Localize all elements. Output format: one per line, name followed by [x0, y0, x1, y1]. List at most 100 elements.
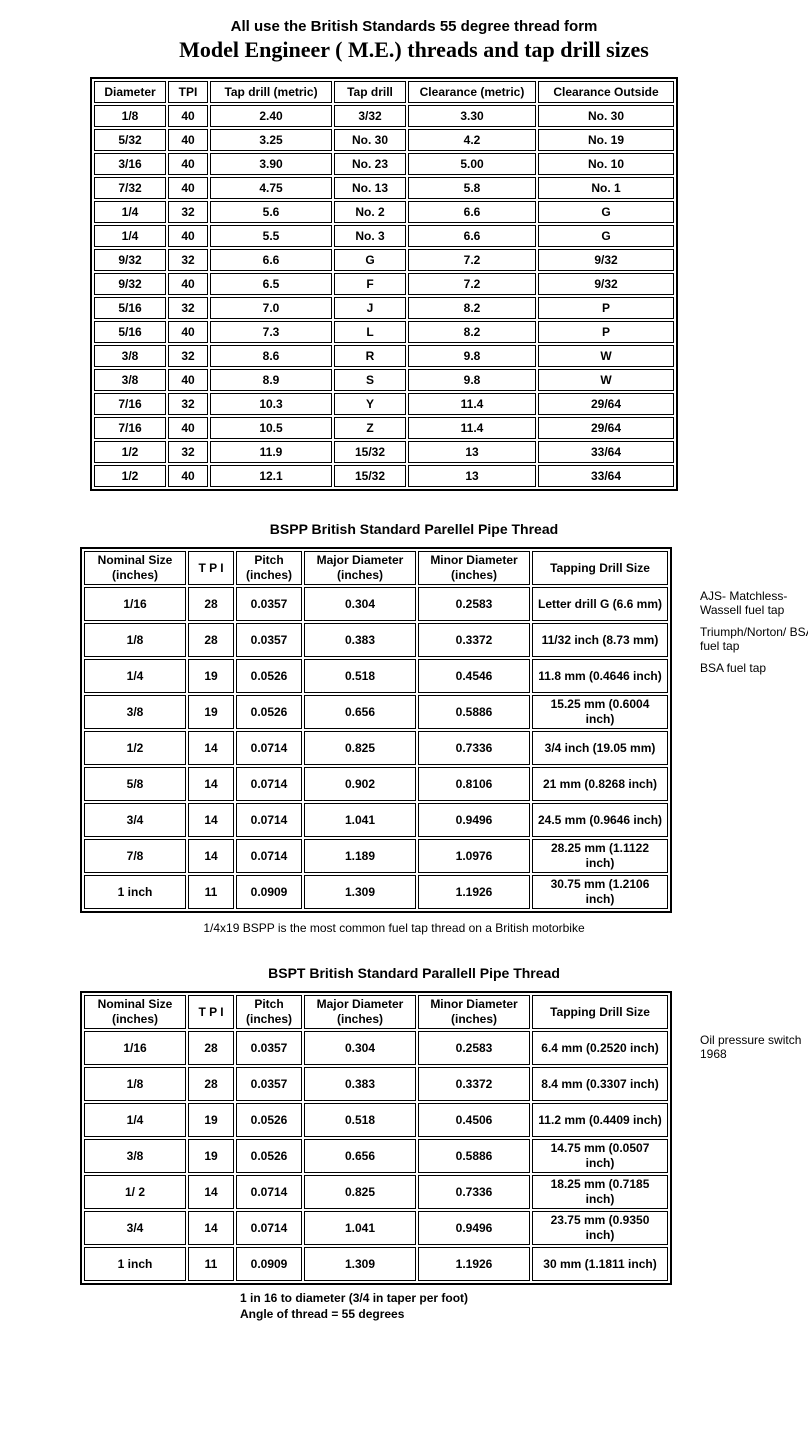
table-row: 1/23211.915/321333/64: [94, 441, 674, 463]
table-cell: 0.8106: [418, 767, 530, 801]
table-cell: 9.8: [408, 369, 536, 391]
table-cell: 5/32: [94, 129, 166, 151]
side-note: AJS- Matchless- Wassell fuel tap: [700, 589, 808, 618]
table-cell: Y: [334, 393, 406, 415]
table-cell: 0.5886: [418, 1139, 530, 1173]
table-cell: 11: [188, 875, 234, 909]
table-cell: R: [334, 345, 406, 367]
table-cell: 13: [408, 441, 536, 463]
table-cell: F: [334, 273, 406, 295]
table-cell: 3/16: [94, 153, 166, 175]
table-cell: 0.0526: [236, 659, 302, 693]
table-header: Nominal Size (inches): [84, 995, 186, 1029]
table-cell: 29/64: [538, 417, 674, 439]
bspp-table-wrap: Nominal Size (inches)T P IPitch (inches)…: [80, 547, 808, 913]
table-cell: 14: [188, 839, 234, 873]
table-cell: 0.304: [304, 1031, 416, 1065]
table-cell: 8.2: [408, 297, 536, 319]
table-cell: 0.3372: [418, 623, 530, 657]
table-row: 7/32404.75No. 135.8No. 1: [94, 177, 674, 199]
table-cell: 15.25 mm (0.6004 inch): [532, 695, 668, 729]
table-cell: 14: [188, 1175, 234, 1209]
table-cell: 11.4: [408, 393, 536, 415]
table-row: 1 inch110.09091.3091.192630.75 mm (1.210…: [84, 875, 668, 909]
table-cell: 0.902: [304, 767, 416, 801]
table-cell: 40: [168, 129, 208, 151]
table-cell: 1/ 2: [84, 1175, 186, 1209]
table-cell: 0.656: [304, 695, 416, 729]
table-cell: 7/16: [94, 393, 166, 415]
side-note: Oil pressure switch 1968: [700, 1033, 808, 1062]
table-cell: No. 19: [538, 129, 674, 151]
table-row: 1/16280.03570.3040.25836.4 mm (0.2520 in…: [84, 1031, 668, 1065]
table-cell: 3/4 inch (19.05 mm): [532, 731, 668, 765]
table-cell: 19: [188, 1139, 234, 1173]
table-cell: 11.4: [408, 417, 536, 439]
table-header: Nominal Size (inches): [84, 551, 186, 585]
table-cell: 23.75 mm (0.9350 inch): [532, 1211, 668, 1245]
table-cell: 0.0714: [236, 1211, 302, 1245]
table-cell: 40: [168, 225, 208, 247]
table-cell: 0.825: [304, 731, 416, 765]
table-header: Tap drill: [334, 81, 406, 103]
table-header: Clearance Outside: [538, 81, 674, 103]
bspt-table: Nominal Size (inches)T P IPitch (inches)…: [80, 991, 672, 1285]
table-cell: 28: [188, 623, 234, 657]
table-cell: 0.0526: [236, 695, 302, 729]
table-cell: 11.2 mm (0.4409 inch): [532, 1103, 668, 1137]
table-cell: 11.8 mm (0.4646 inch): [532, 659, 668, 693]
table-cell: 5/16: [94, 321, 166, 343]
table-cell: 1/8: [84, 1067, 186, 1101]
table-cell: 3.30: [408, 105, 536, 127]
table-cell: 9.8: [408, 345, 536, 367]
table-cell: 33/64: [538, 465, 674, 487]
table-cell: 1.0976: [418, 839, 530, 873]
table-header: Minor Diameter (inches): [418, 995, 530, 1029]
table-cell: 0.9496: [418, 1211, 530, 1245]
table-cell: 9/32: [94, 273, 166, 295]
table-cell: No. 1: [538, 177, 674, 199]
table-cell: No. 3: [334, 225, 406, 247]
table-row: 3/16403.90No. 235.00No. 10: [94, 153, 674, 175]
table-cell: G: [538, 201, 674, 223]
table-cell: 1.041: [304, 1211, 416, 1245]
table-cell: 0.383: [304, 623, 416, 657]
table-cell: 0.518: [304, 659, 416, 693]
bspp-table: Nominal Size (inches)T P IPitch (inches)…: [80, 547, 672, 913]
table-cell: 32: [168, 441, 208, 463]
table-cell: 2.40: [210, 105, 332, 127]
table-cell: 1/16: [84, 587, 186, 621]
table-header: Major Diameter (inches): [304, 551, 416, 585]
table-cell: W: [538, 345, 674, 367]
bspp-title: BSPP British Standard Parellel Pipe Thre…: [10, 521, 808, 537]
table-cell: 1/8: [84, 623, 186, 657]
table-cell: 5.6: [210, 201, 332, 223]
table-cell: 0.7336: [418, 1175, 530, 1209]
table-cell: 7/32: [94, 177, 166, 199]
table-cell: 0.4546: [418, 659, 530, 693]
table-row: 1/2140.07140.8250.73363/4 inch (19.05 mm…: [84, 731, 668, 765]
bspt-footnote-2: Angle of thread = 55 degrees: [240, 1307, 808, 1323]
table-row: 1 inch110.09091.3091.192630 mm (1.1811 i…: [84, 1247, 668, 1281]
table-cell: No. 10: [538, 153, 674, 175]
page-title: Model Engineer ( M.E.) threads and tap d…: [10, 37, 808, 63]
table-cell: 0.0909: [236, 875, 302, 909]
table-cell: 0.0714: [236, 731, 302, 765]
table-cell: 0.0526: [236, 1139, 302, 1173]
table-cell: 19: [188, 1103, 234, 1137]
table-cell: 40: [168, 153, 208, 175]
table-cell: 1.1926: [418, 1247, 530, 1281]
table-cell: 1/4: [94, 225, 166, 247]
table-row: 3/4140.07141.0410.949624.5 mm (0.9646 in…: [84, 803, 668, 837]
table-row: 5/32403.25No. 304.2No. 19: [94, 129, 674, 151]
table-cell: 0.0357: [236, 1067, 302, 1101]
table-cell: 1/2: [94, 441, 166, 463]
bspt-title: BSPT British Standard Parallell Pipe Thr…: [10, 965, 808, 981]
table-cell: 1 inch: [84, 875, 186, 909]
table-cell: 0.2583: [418, 1031, 530, 1065]
table-cell: G: [334, 249, 406, 271]
table-cell: 9/32: [538, 273, 674, 295]
table-header: Pitch (inches): [236, 551, 302, 585]
table-cell: 0.3372: [418, 1067, 530, 1101]
table-cell: 1/8: [94, 105, 166, 127]
